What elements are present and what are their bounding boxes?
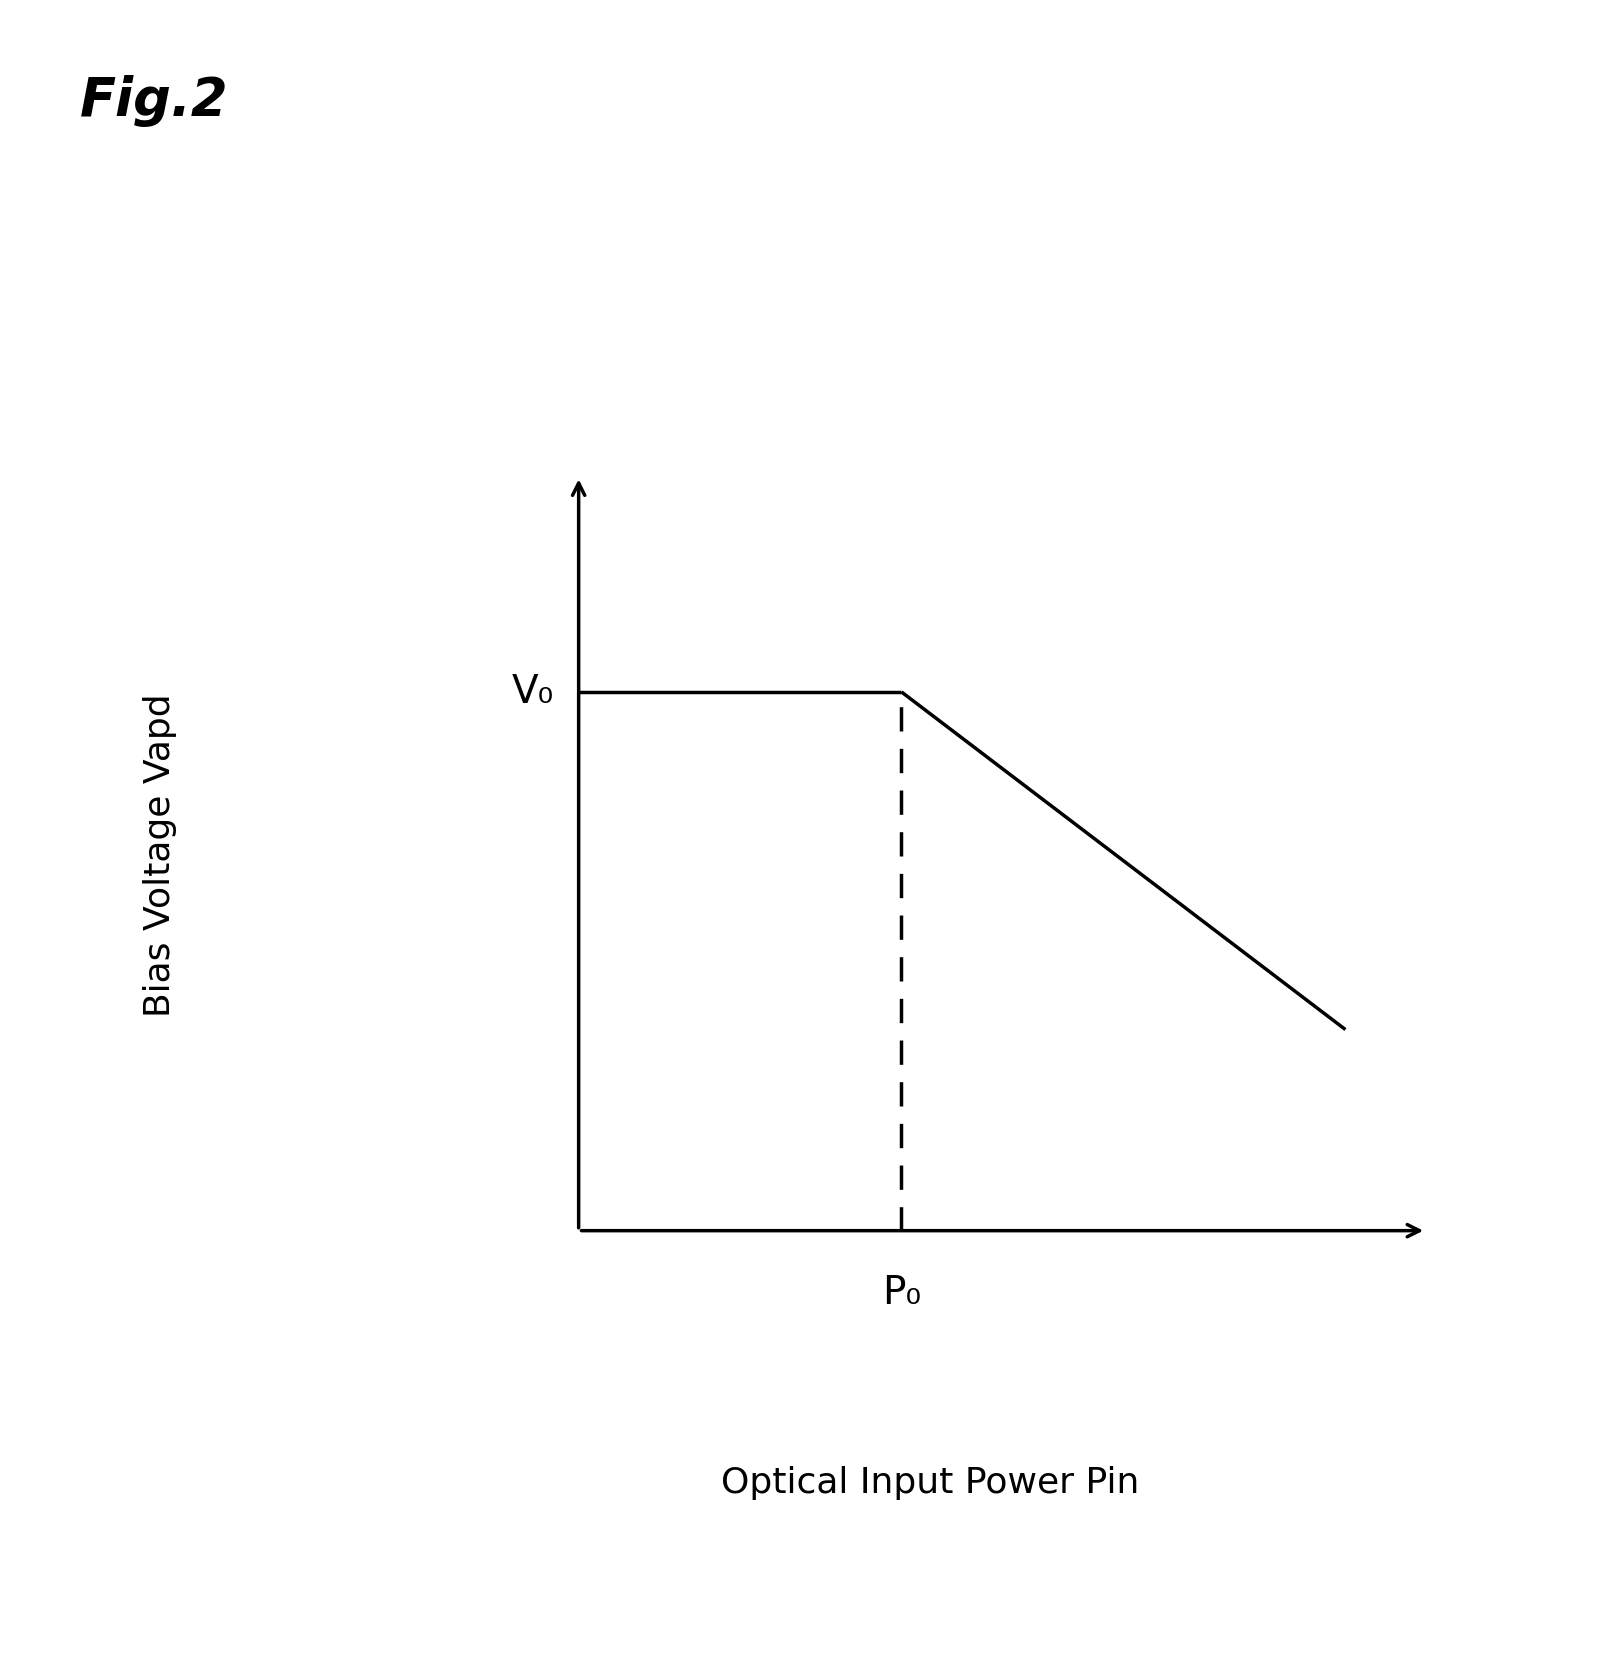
Text: Fig.2: Fig.2: [80, 75, 229, 127]
Text: V₀: V₀: [513, 674, 555, 711]
Text: P₀: P₀: [882, 1274, 922, 1312]
Text: Bias Voltage Vapd: Bias Voltage Vapd: [143, 692, 178, 1017]
Text: Optical Input Power Pin: Optical Input Power Pin: [721, 1466, 1138, 1500]
